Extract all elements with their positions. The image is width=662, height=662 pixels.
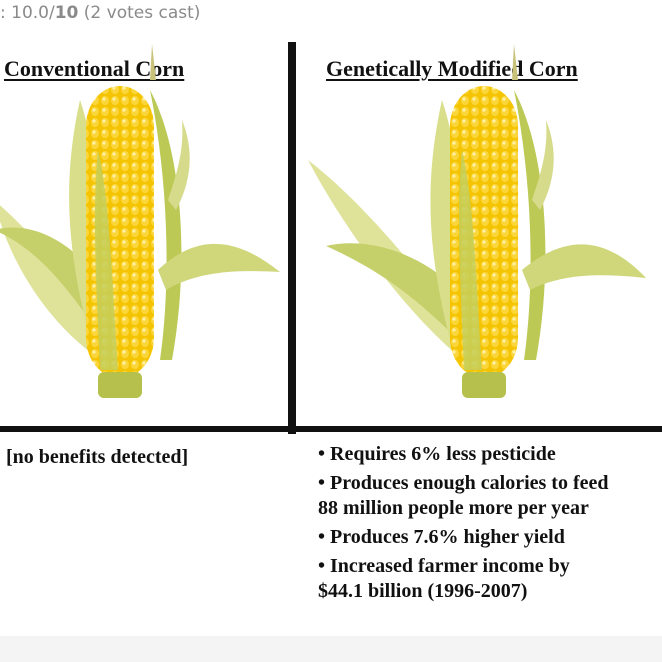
gm-benefits-list: • Requires 6% less pesticide • Produces … [318,442,662,608]
no-benefits-note: [no benefits detected] [6,446,189,468]
benefit-line: • Requires 6% less pesticide [318,443,556,465]
vertical-divider [288,42,296,434]
benefit-line: 88 million people more per year [318,497,589,519]
benefit-line: $44.1 billion (1996-2007) [318,580,528,602]
corn-cob-illustration-left [0,44,280,398]
benefit-line: • Produces 7.6% higher yield [318,526,565,548]
horizontal-divider [0,426,662,432]
rating-summary: : 10.0/10 (2 votes cast) [0,0,662,28]
benefit-line: • Increased farmer income by [318,555,570,577]
rating-prefix: : 10.0/ [0,3,55,23]
benefit-line: • Produces enough calories to feed [318,472,609,494]
rating-score: 10 [54,3,79,23]
comparison-image: Conventional Corn Genetically Modified C… [0,36,662,636]
corn-cob-illustration-right [308,44,646,398]
heading-gm-corn: Genetically Modified Corn [326,56,578,81]
rating-votes: (2 votes cast) [78,3,201,23]
page-footer-strip [0,636,662,662]
